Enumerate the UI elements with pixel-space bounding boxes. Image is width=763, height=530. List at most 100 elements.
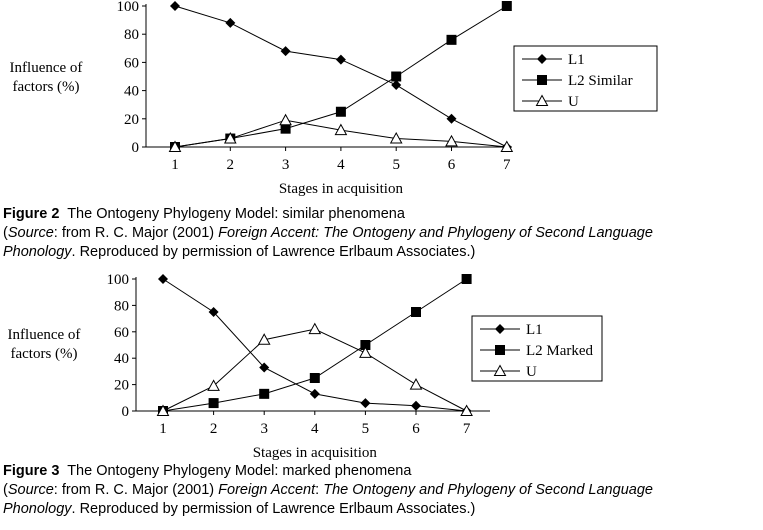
figure-2-legend-marker: [535, 94, 549, 106]
figure-3-source-line-2: Phonology. Reproduced by permission of L…: [3, 500, 653, 519]
figure-3-y-tick-label: 80: [114, 298, 129, 314]
figure-3-legend-marker: [495, 345, 505, 355]
figure-3-data-point: [308, 322, 322, 335]
figure-2-data-point: [280, 123, 291, 134]
figure-3-x-tick-label: 5: [362, 421, 370, 437]
figure-3-legend-label: L1: [526, 322, 543, 338]
figure-2-x-axis-label: Stages in acquisition: [279, 181, 404, 197]
figure-3-book-title-part1: Foreign Accent: [218, 482, 316, 498]
figure-2-data-point: [445, 134, 458, 147]
figure-2-data-point: [391, 71, 402, 82]
figure-3-data-point: [359, 346, 372, 358]
figure-2-caption-title-line: Figure 2 The Ontogeny Phylogeny Model: s…: [3, 205, 653, 224]
figure-2-legend-label: L1: [568, 52, 585, 68]
figure-2-legend-label: L2 Similar: [568, 73, 633, 89]
figure-2-y-tick-label: 40: [124, 84, 139, 100]
figure-3-chart: 0 20 40 60 80 100 1 2 3 4 5 6 7 Stages in acquisition…: [0, 268, 763, 464]
figure-2-label: Figure 2: [3, 206, 60, 222]
figure-3-y-tick-label: 100: [107, 272, 130, 288]
figure-3-legend-label: L2 Marked: [526, 343, 594, 359]
figure-2-source-line-2: Phonology. Reproduced by permission of L…: [3, 243, 653, 262]
figure-3-data-point: [360, 398, 371, 409]
figure-3-source-from: : from R. C. Major (2001): [53, 482, 219, 498]
figure-3-data-point: [257, 333, 271, 345]
figure-2-permission: . Reproduced by permission of Lawrence E…: [71, 244, 476, 260]
figure-2-chart: 0 20 40 60 80 100 1 2 3 4 5 6 7 Stages in acquisition…: [0, 0, 763, 200]
figure-3-data-point: [259, 362, 270, 373]
figure-3-book-title-part2: The Ontogeny and Phylogeny of Second Lan…: [323, 482, 653, 498]
figure-2-y-tick-label: 100: [117, 0, 140, 15]
figure-3-data-point: [259, 388, 270, 399]
figure-3-source-open: (: [3, 482, 8, 498]
figure-2-x-tick-label: 3: [282, 157, 290, 173]
figure-2-data-point: [334, 123, 348, 136]
figure-2-legend-marker: [537, 54, 547, 64]
figure-2-source-open: (: [3, 225, 8, 241]
figure-3-data-point: [360, 340, 371, 350]
figure-2-y-tick-label: 60: [124, 55, 139, 71]
figure-3-book-colon: :: [315, 482, 324, 498]
figure-3-data-point: [309, 373, 320, 383]
figure-2-y-axis-label: Influence of: [10, 60, 83, 76]
figure-3-x-tick-label: 1: [159, 421, 167, 437]
figure-2-x-tick-label: 5: [392, 157, 400, 173]
figure-2-x-tick-label: 4: [337, 157, 345, 173]
figure-3-y-tick-label: 20: [114, 378, 129, 394]
figure-3-data-point: [411, 307, 421, 317]
figure-3-data-point: [207, 379, 220, 391]
figure-2-source-word: Source: [7, 225, 54, 241]
figure-2-y-tick-label: 20: [124, 112, 139, 128]
figure-3-y-axis-label: factors (%): [10, 346, 77, 362]
figure-3-x-tick-label: 6: [412, 421, 420, 437]
figure-3-source-line: (Source: from R. C. Major (2001) Foreign…: [3, 481, 653, 500]
figure-2-source-line: (Source: from R. C. Major (2001) Foreign…: [3, 224, 653, 243]
figure-3-data-point: [411, 400, 421, 411]
figure-3-x-tick-label: 7: [463, 421, 471, 437]
figure-3-source-word: Source: [7, 482, 54, 498]
figure-3-y-tick-label: 40: [114, 351, 129, 367]
figure-2-data-point: [500, 140, 514, 152]
figure-2-data-point: [280, 46, 291, 57]
figure-2-data-point: [446, 34, 457, 45]
figure-3-data-point: [156, 404, 170, 416]
figure-2-x-tick-label: 1: [171, 157, 179, 173]
figure-2-source-from: : from R. C. Major (2001): [53, 225, 219, 241]
figure-2-data-point: [501, 1, 512, 11]
figure-2-x-tick-label: 2: [227, 157, 235, 173]
figure-2-data-point: [389, 132, 403, 144]
figure-3-legend-marker: [495, 324, 505, 334]
figure-3-x-tick-label: 3: [260, 421, 268, 437]
figure-3-label: Figure 3: [3, 463, 60, 479]
figure-3-book-title-end: Phonology: [3, 501, 72, 517]
figure-3-series-2: [156, 322, 473, 416]
figure-2-data-point: [279, 113, 292, 126]
figure-3-legend-box: [471, 315, 603, 382]
figure-3-svg: 0 20 40 60 80 100 1 2 3 4 5 6 7 Stages in acquisition…: [8, 272, 603, 461]
figure-3-data-point: [409, 378, 423, 390]
figure-2-data-point: [223, 132, 237, 144]
figure-2-svg: 0 20 40 60 80 100 1 2 3 4 5 6 7 Stages in acquisition…: [10, 0, 658, 197]
figure-3-data-point: [158, 274, 168, 284]
figure-3-data-point: [461, 274, 472, 284]
figure-2-book-title-end: Phonology: [3, 244, 72, 260]
figure-2-data-point: [168, 140, 182, 152]
figure-3-caption-title-line: Figure 3 The Ontogeny Phylogeny Model: m…: [3, 462, 653, 481]
figure-2-legend-marker: [537, 75, 547, 85]
figure-3-x-tick-label: 4: [311, 421, 319, 437]
figure-2-x-tick-label: 7: [503, 157, 511, 173]
figure-2-y-axis-label: factors (%): [12, 79, 79, 95]
figure-3-caption: Figure 3 The Ontogeny Phylogeny Model: m…: [3, 462, 653, 519]
figure-2-y-tick-label: 0: [132, 140, 140, 156]
figure-3-legend: L1 L2 Marked U: [471, 315, 603, 382]
figure-2-x-tick-label: 6: [448, 157, 456, 173]
figure-3-x-axis-label: Stages in acquisition: [253, 445, 378, 461]
figure-2-book-title: Foreign Accent: The Ontogeny and Phyloge…: [218, 225, 653, 241]
figure-3-data-point: [208, 307, 219, 317]
figure-2-data-point: [335, 106, 346, 117]
figure-3-series-0: [158, 274, 472, 416]
figure-3-y-tick-label: 60: [114, 325, 129, 341]
figure-2-series-2: [168, 113, 514, 152]
figure-2-data-point: [391, 79, 402, 90]
figure-3-data-point: [208, 398, 219, 409]
figure-3-data-point: [460, 404, 473, 416]
